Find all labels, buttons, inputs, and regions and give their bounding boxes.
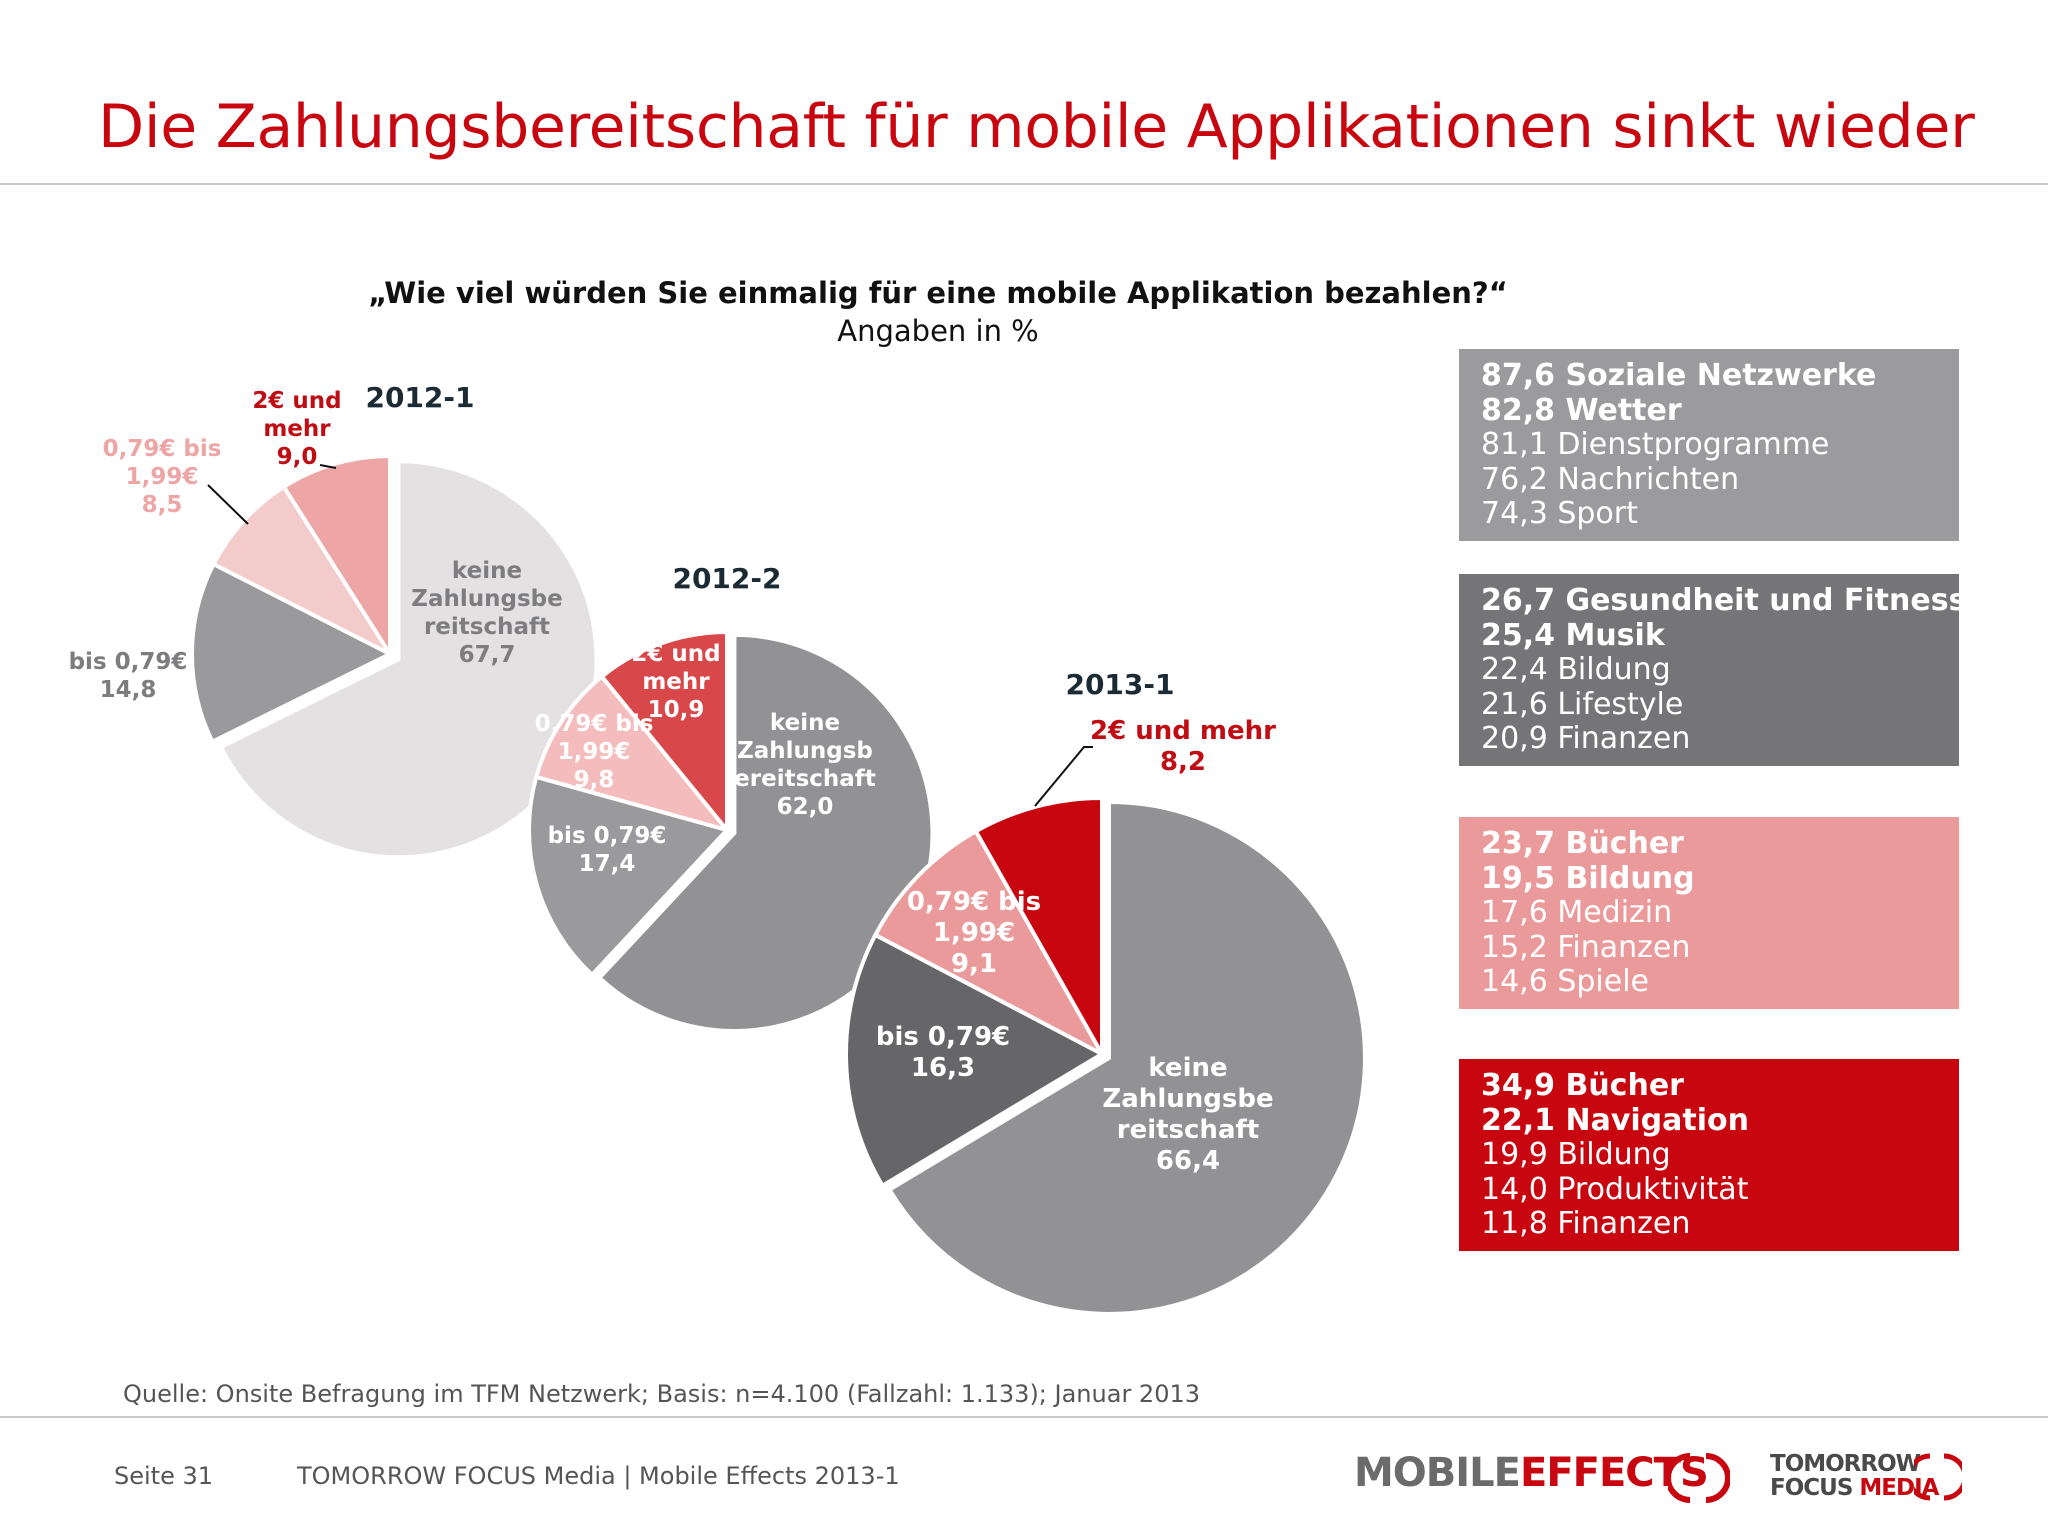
logo-focus-text: FOCUS xyxy=(1770,1475,1853,1501)
pie-slice xyxy=(872,828,1108,1059)
pie-title: 2012-2 xyxy=(672,562,781,595)
slice-label: bis 0,79€ 16,3 xyxy=(876,1022,1010,1083)
pie-slice xyxy=(281,453,392,661)
slice-label: keine Zahlungsbe reitschaft 66,4 xyxy=(1102,1053,1273,1176)
box-line: 20,9 Finanzen xyxy=(1481,721,1691,756)
box-line: 25,4 Musik xyxy=(1481,617,1665,653)
pie-slice xyxy=(844,932,1107,1189)
tomorrow-focus-logo-bracket xyxy=(1914,1453,1962,1501)
slice-label: 0,79€ bis 1,99€ 9,8 xyxy=(535,711,654,793)
box-line: 19,9 Bildung xyxy=(1481,1137,1671,1172)
box-line: 22,1 Navigation xyxy=(1481,1102,1749,1138)
box-line: 15,2 Finanzen xyxy=(1481,929,1691,965)
slice-label: 2€ und mehr 8,2 xyxy=(1090,716,1276,777)
slice-label: 2€ und mehr 9,0 xyxy=(252,388,341,470)
pie-slice xyxy=(886,799,1367,1316)
box-line: 87,6 Soziale Netzwerke xyxy=(1481,358,1877,393)
box-line: 14,6 Spiele xyxy=(1481,964,1650,999)
box-line: 23,7 Bücher xyxy=(1481,826,1684,861)
logo-mobile-text: MOBILE xyxy=(1354,1450,1521,1496)
slice-label: bis 0,79€ 17,4 xyxy=(548,823,667,877)
page-number: Seite 31 xyxy=(114,1462,214,1490)
pie-title: 2013-1 xyxy=(1065,668,1174,701)
box-line: 34,9 Bücher xyxy=(1481,1068,1684,1103)
slice-label: keine Zahlungsbe reitschaft 67,7 xyxy=(411,558,562,668)
chart-subtitle: Angaben in % xyxy=(837,314,1039,348)
pie-slice xyxy=(190,561,395,745)
slice-label: bis 0,79€ 14,8 xyxy=(69,649,188,703)
pie-slice xyxy=(599,629,729,836)
chart-question: „Wie viel würden Sie einmalig für eine m… xyxy=(368,276,1508,310)
pie-slice xyxy=(533,673,733,834)
box-line: 76,2 Nachrichten xyxy=(1481,461,1740,497)
pie-slice xyxy=(527,774,731,978)
box-line: 17,6 Medizin xyxy=(1481,895,1673,930)
box-line: 26,7 Gesundheit und Fitness xyxy=(1481,583,1967,618)
category-box-3: 23,7 Bücher 19,5 Bildung 17,6 Medizin 15,2 … xyxy=(1459,817,1959,1009)
footer-divider xyxy=(0,1416,2048,1418)
box-line: 81,1 Dienstprogramme xyxy=(1481,427,1830,462)
box-line: 82,8 Wetter xyxy=(1481,392,1682,428)
pie-charts: 2012-1 keine Zahlungsbe reitschaft 67,7 bis 0… xyxy=(69,381,1367,1316)
label-leader xyxy=(319,464,337,469)
category-box-1: 87,6 Soziale Netzwerke 82,8 Wetter 81,1 Di… xyxy=(1459,349,1959,541)
category-box-2: 26,7 Gesundheit und Fitness 25,4 Musik 22,… xyxy=(1459,574,1967,766)
header-divider xyxy=(0,183,2048,185)
page-title: Die Zahlungsbereitschaft für mobile Appl… xyxy=(98,92,1975,162)
footer-company: TOMORROW FOCUS Media | Mobile Effects 20… xyxy=(297,1462,900,1490)
label-leader xyxy=(207,484,249,525)
category-box-4: 34,9 Bücher 22,1 Navigation 19,9 Bildung 14… xyxy=(1459,1059,1959,1251)
mobile-effects-logo-bracket xyxy=(1668,1453,1730,1503)
slice-label: keine Zahlungsb ereitschaft 62,0 xyxy=(734,710,876,820)
pie-slice xyxy=(973,795,1104,1062)
box-line: 11,8 Finanzen xyxy=(1481,1206,1691,1241)
slice-label: 0,79€ bis 1,99€ 8,5 xyxy=(103,436,222,518)
box-line: 74,3 Sport xyxy=(1481,496,1638,531)
mobile-effects-logo: MOBILEEFFECTS xyxy=(1354,1450,1709,1496)
pie-title: 2012-1 xyxy=(365,381,474,414)
slice-label: 2€ und mehr 10,9 xyxy=(631,641,720,723)
label-leader xyxy=(1034,746,1093,807)
box-line: 14,0 Produktivität xyxy=(1481,1171,1749,1207)
box-line: 22,4 Bildung xyxy=(1481,652,1671,687)
source-note: Quelle: Onsite Befragung im TFM Netzwerk… xyxy=(123,1380,1201,1408)
slice-label: 0,79€ bis 1,99€ 9,1 xyxy=(907,887,1041,979)
box-line: 21,6 Lifestyle xyxy=(1481,686,1684,722)
logo-tomorrow-text: TOMORROW xyxy=(1770,1451,1921,1477)
box-line: 19,5 Bildung xyxy=(1481,860,1695,896)
